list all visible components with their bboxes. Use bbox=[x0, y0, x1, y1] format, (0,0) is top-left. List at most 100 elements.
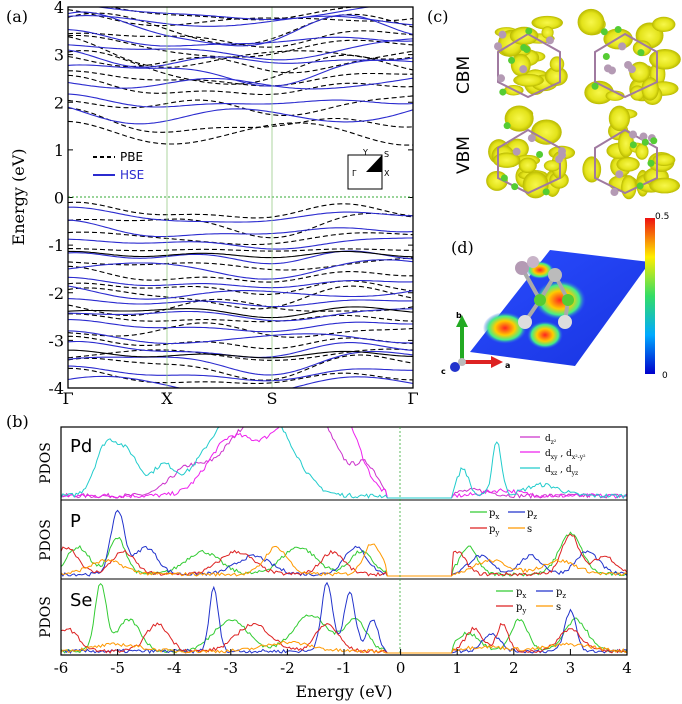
iso-atom-pd bbox=[555, 155, 564, 164]
isosurface-3 bbox=[486, 105, 576, 199]
band-xtick-label: X bbox=[161, 389, 173, 408]
hse-valence-band bbox=[68, 237, 413, 250]
pbe-valence-band bbox=[68, 298, 413, 317]
se-legend-s: s bbox=[556, 602, 561, 613]
iso-atom-pd bbox=[557, 147, 566, 156]
se-legend-px: px bbox=[516, 587, 526, 600]
pbe-conduction-band bbox=[68, 12, 413, 46]
bz-label-s: S bbox=[384, 150, 389, 159]
iso-bonds bbox=[594, 128, 658, 195]
iso-atom-p bbox=[602, 52, 610, 60]
iso-atom-pd bbox=[527, 134, 536, 143]
legend-pbe-label: PBE bbox=[120, 150, 143, 164]
hse-valence-band bbox=[68, 259, 413, 280]
pdos-panel: (b) Pd P Se PDOS PDOS PDOS -6 -5 -4 -3 -2 -1 0… bbox=[6, 412, 632, 701]
legend-hse-label: HSE bbox=[120, 168, 144, 182]
vbm-label: VBM bbox=[454, 136, 474, 174]
band-y-ticks: -4 -3 -2 -1 0 1 2 3 4 bbox=[48, 0, 413, 398]
iso-atom-p bbox=[523, 45, 531, 53]
band-curve bbox=[68, 306, 413, 319]
hse-conduction-band bbox=[68, 77, 413, 90]
iso-atom-p bbox=[641, 138, 649, 146]
pdos-se-curves bbox=[61, 581, 627, 655]
pbe-valence-band bbox=[68, 212, 413, 239]
iso-atom-p bbox=[591, 82, 599, 90]
iso-lobe bbox=[492, 152, 521, 168]
hse-valence-band bbox=[68, 308, 413, 322]
charge-density-panel: (c) CBM VBM bbox=[427, 7, 681, 200]
pdos-xtick-label: 0 bbox=[396, 659, 406, 677]
iso-lobe bbox=[605, 90, 625, 101]
iso-lobe bbox=[635, 143, 649, 160]
iso-atom-pd bbox=[624, 60, 633, 69]
pdos-pd-title: Pd bbox=[70, 436, 92, 457]
hse-valence-band bbox=[68, 250, 413, 265]
pdos-pd-dz2 bbox=[61, 427, 627, 499]
pdos-p-curves bbox=[61, 509, 627, 577]
iso-lobe bbox=[582, 156, 602, 183]
bz-label-y: Y bbox=[362, 148, 368, 157]
iso-atom-pd bbox=[615, 170, 624, 179]
panel-label-b: (b) bbox=[6, 412, 29, 431]
cbm-label: CBM bbox=[454, 56, 474, 94]
band-xtick-label: S bbox=[267, 389, 278, 408]
pdos-xtick-label: 2 bbox=[509, 659, 519, 677]
hse-conduction-band bbox=[93, 7, 373, 21]
band-ytick-label: 0 bbox=[54, 189, 64, 208]
hse-valence-band bbox=[68, 206, 413, 223]
pbe-valence-band bbox=[68, 322, 413, 338]
iso-atom-p bbox=[499, 88, 507, 96]
bz-inset: Y S Γ X bbox=[347, 148, 390, 190]
axis-c-label: c bbox=[441, 367, 446, 376]
colorbar-min: 0 bbox=[662, 371, 668, 381]
p-legend-px: px bbox=[489, 508, 499, 521]
se-legend: px pz py s bbox=[496, 587, 566, 615]
density-hotspot-3 bbox=[527, 321, 563, 349]
pbe-valence-band bbox=[68, 354, 413, 381]
iso-atom-p bbox=[637, 49, 645, 57]
pdos-x-ticks: -6 -5 -4 -3 -2 -1 0 1 2 3 4 bbox=[54, 649, 632, 677]
iso-lobe bbox=[544, 66, 568, 86]
pbe-valence-band bbox=[68, 313, 413, 323]
pdos-p-title: P bbox=[70, 511, 81, 532]
iso-atom-p bbox=[511, 183, 519, 191]
iso-bonds bbox=[497, 128, 561, 195]
iso-atom-p bbox=[536, 150, 544, 158]
iso-atom-pd bbox=[618, 42, 627, 51]
band-ytick-label: -4 bbox=[48, 379, 64, 398]
iso-atom-pd bbox=[494, 42, 503, 51]
iso-atom-pd bbox=[545, 36, 554, 45]
pdos-p-pz bbox=[61, 509, 627, 577]
hse-valence-band bbox=[68, 219, 413, 238]
hse-valence-band bbox=[68, 276, 413, 289]
iso-lobe bbox=[510, 53, 531, 77]
pbe-conduction-band bbox=[68, 120, 413, 146]
iso-lobe bbox=[616, 156, 640, 172]
pdos-p-s bbox=[61, 543, 627, 577]
atom-pd-3 bbox=[548, 268, 562, 282]
iso-atom-p bbox=[636, 182, 644, 190]
atom-se-1 bbox=[518, 315, 532, 329]
iso-atom-pd bbox=[519, 65, 528, 74]
hse-conduction-band bbox=[68, 29, 413, 47]
iso-lobe bbox=[513, 73, 544, 87]
pbe-valence-band bbox=[68, 285, 413, 310]
colorbar bbox=[645, 218, 655, 374]
density-hotspot-1 bbox=[483, 312, 527, 344]
panel-label-c: (c) bbox=[427, 7, 448, 26]
iso-atom-p bbox=[650, 137, 658, 145]
se-legend-pz: pz bbox=[556, 587, 566, 600]
iso-atom-pd bbox=[639, 132, 648, 141]
band-frame bbox=[67, 6, 414, 389]
pdos-xtick-label: -4 bbox=[167, 659, 182, 677]
iso-lobe bbox=[577, 8, 605, 36]
iso-atom-pd bbox=[512, 147, 521, 156]
atom-pd-2 bbox=[527, 256, 539, 268]
hse-valence-band bbox=[68, 330, 413, 345]
panel-label-a: (a) bbox=[6, 7, 28, 26]
iso-lobe bbox=[543, 160, 561, 172]
iso-atom-p bbox=[647, 159, 655, 167]
pbe-conduction-band bbox=[68, 107, 413, 133]
pdos-xtick-label: 3 bbox=[566, 659, 576, 677]
pbe-conduction-band bbox=[68, 50, 413, 85]
